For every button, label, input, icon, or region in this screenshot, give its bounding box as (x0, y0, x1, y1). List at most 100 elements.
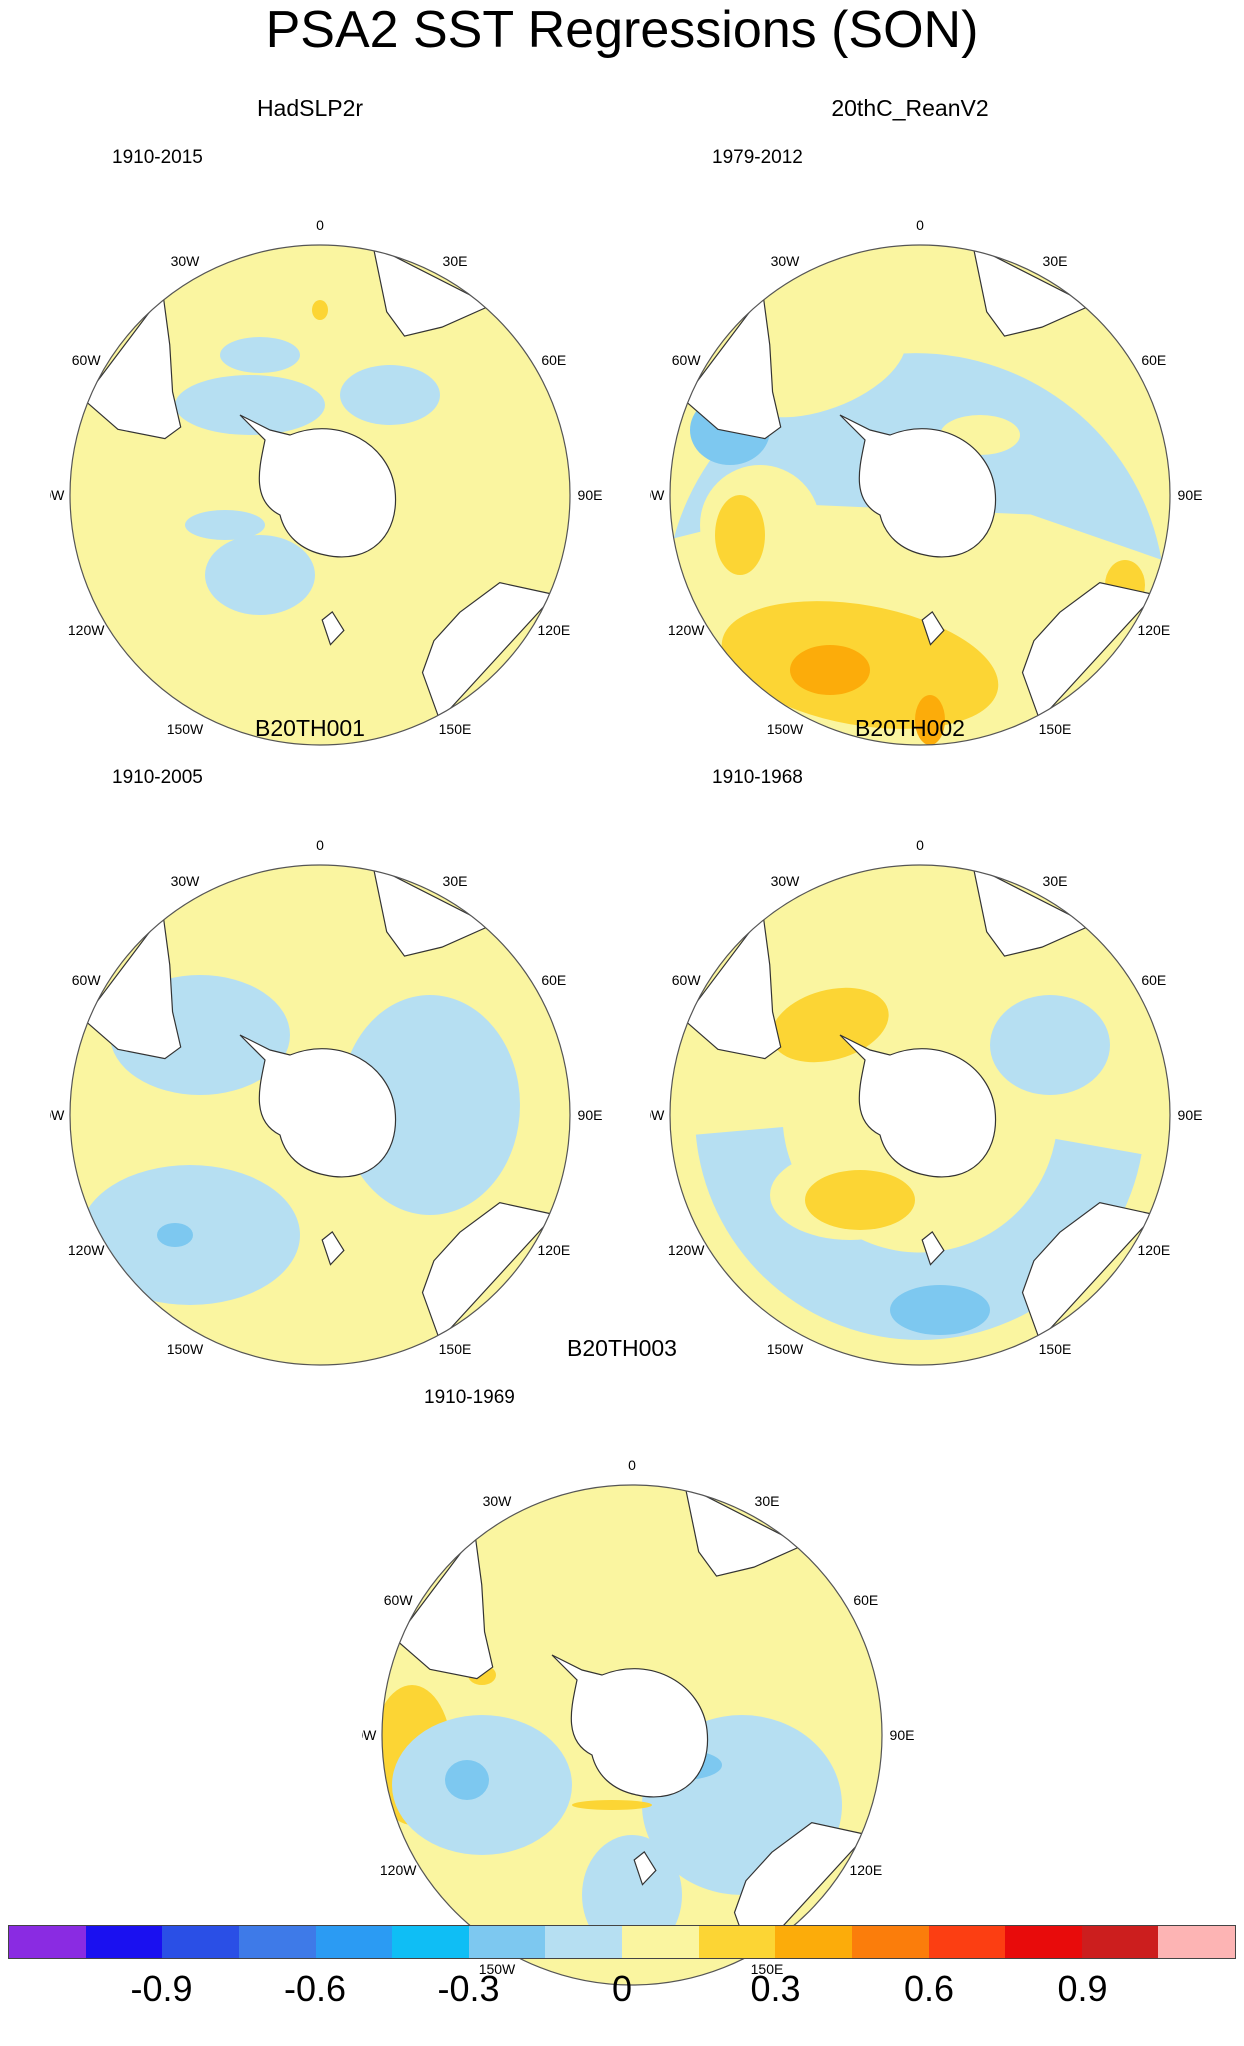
negative-anomaly (340, 365, 440, 425)
longitude-label: 90W (650, 487, 665, 503)
colorbar-tick-label: -0.3 (437, 1968, 500, 2009)
panel-title: B20TH002 (855, 715, 965, 741)
polar-map: 030E60E90E120E150E180150W120W90W60W30W (650, 217, 1203, 746)
longitude-label: 120E (537, 622, 570, 638)
colorbar-swatch (928, 1926, 1006, 1958)
south-america-land-coastline (394, 1532, 494, 1680)
map-border (669, 244, 1171, 746)
longitude-label: 60W (384, 1592, 414, 1608)
longitude-label: 150E (1039, 1341, 1072, 1357)
longitude-label: 0 (316, 217, 324, 233)
longitude-label: 150W (767, 721, 804, 737)
colorbar-swatch (392, 1926, 469, 1958)
colorbar-tick-label: -0.6 (283, 1968, 347, 2009)
longitude-label: 150W (167, 721, 204, 737)
longitude-label: 0 (916, 217, 924, 233)
map-border (69, 244, 571, 746)
colorbar-tick-label: 0 (611, 1968, 633, 2009)
map-fill (70, 865, 570, 1365)
figure-title: PSA2 SST Regressions (SON) (265, 1, 979, 59)
colorbar-swatch (545, 1926, 622, 1958)
longitude-label: 60W (72, 352, 102, 368)
panel-b20th001: 030E60E90E120E150E180150W120W90W60W30W B… (50, 715, 610, 1366)
longitude-label: 120E (1137, 622, 1170, 638)
map-border (69, 864, 571, 1366)
panel-period: 1979-2012 (712, 147, 803, 168)
negative-anomaly (990, 995, 1110, 1095)
longitude-label: 120W (68, 622, 105, 638)
polar-map: 030E60E90E120E150E180150W120W90W60W30W (50, 217, 602, 746)
longitude-label: 60E (541, 972, 566, 988)
longitude-label: 150E (439, 1341, 472, 1357)
longitude-label: 150W (479, 1961, 516, 1977)
longitude-label: 90W (50, 1107, 65, 1123)
new-zealand-land (634, 1851, 656, 1885)
longitude-label: 150W (167, 1341, 204, 1357)
longitude-label: 0 (916, 837, 924, 853)
panel-b20th002: 030E60E90E120E150E180150W120W90W60W30W B… (650, 715, 1210, 1366)
longitude-label: 90E (1178, 1107, 1203, 1123)
antarctica-land (240, 415, 396, 557)
negative-anomaly (890, 1285, 990, 1335)
south-america-land (683, 914, 781, 1059)
longitude-label: 30W (171, 253, 201, 269)
colorbar-swatch (851, 1926, 929, 1958)
longitude-label: 30E (443, 253, 468, 269)
antarctica-land (840, 1035, 996, 1177)
positive-anomaly (715, 495, 765, 575)
panel-20thc-reanv2: 030E60E90E120E150E180150W120W90W60W30W 2… (650, 95, 1210, 746)
panel-title: HadSLP2r (256, 95, 364, 121)
south-america-land-coastline (682, 912, 782, 1060)
longitude-label: 90E (1178, 487, 1203, 503)
panel-title: 20thC_ReanV2 (831, 95, 989, 121)
colorbar-swatch (1005, 1926, 1082, 1958)
longitude-label: 120E (1137, 1242, 1170, 1258)
longitude-label: 150E (1039, 721, 1072, 737)
longitude-label: 90E (578, 1107, 603, 1123)
antarctica-land (840, 415, 996, 557)
longitude-label: 60E (853, 1592, 878, 1608)
longitude-label: 90W (362, 1727, 377, 1743)
new-zealand-land (922, 1231, 944, 1265)
antarctica-land-coastline (551, 1654, 709, 1798)
longitude-label: 60W (72, 972, 102, 988)
new-zealand-land-coastline (921, 1230, 945, 1266)
longitude-label: 150E (751, 1961, 784, 1977)
negative-anomaly (445, 1760, 489, 1800)
polar-map: 030E60E90E120E150E180150W120W90W60W30W (50, 837, 603, 1366)
longitude-label: 30W (771, 873, 801, 889)
longitude-label: 90W (650, 1107, 665, 1123)
longitude-label: 0 (628, 1457, 636, 1473)
antarctica-land (240, 1035, 396, 1177)
positive-anomaly (790, 645, 870, 695)
antarctica-land (552, 1655, 708, 1797)
panel-period: 1910-2005 (112, 767, 203, 788)
colorbar-swatch (162, 1926, 239, 1958)
colorbar-swatch (775, 1926, 852, 1958)
polar-map: 030E60E90E120E150E180150W120W90W60W30W (650, 837, 1203, 1366)
colorbar-tick-label: 0.6 (903, 1968, 955, 2009)
africa-land (373, 865, 491, 957)
longitude-label: 60W (672, 352, 702, 368)
negative-anomaly (175, 375, 325, 435)
south-america-land (83, 294, 181, 439)
map-fill (670, 245, 1170, 745)
map-border (381, 1484, 883, 1986)
new-zealand-land-coastline (321, 1230, 345, 1266)
colorbar-swatch (238, 1926, 316, 1958)
colorbar-swatch (9, 1926, 86, 1958)
longitude-label: 120W (668, 1242, 705, 1258)
africa-land (373, 245, 491, 337)
longitude-label: 60E (541, 352, 566, 368)
panel-title: B20TH001 (255, 715, 365, 741)
new-zealand-land-coastline (633, 1850, 657, 1886)
panel-period: 1910-2015 (112, 147, 203, 168)
longitude-label: 30W (483, 1493, 513, 1509)
longitude-label: 30E (1043, 253, 1068, 269)
africa-land (973, 245, 1091, 337)
map-fill (670, 865, 1170, 1365)
colorbar-tick-label: -0.9 (130, 1968, 193, 2009)
africa-land (685, 1485, 803, 1577)
antarctica-land-coastline (239, 414, 397, 558)
new-zealand-land-coastline (921, 610, 945, 646)
